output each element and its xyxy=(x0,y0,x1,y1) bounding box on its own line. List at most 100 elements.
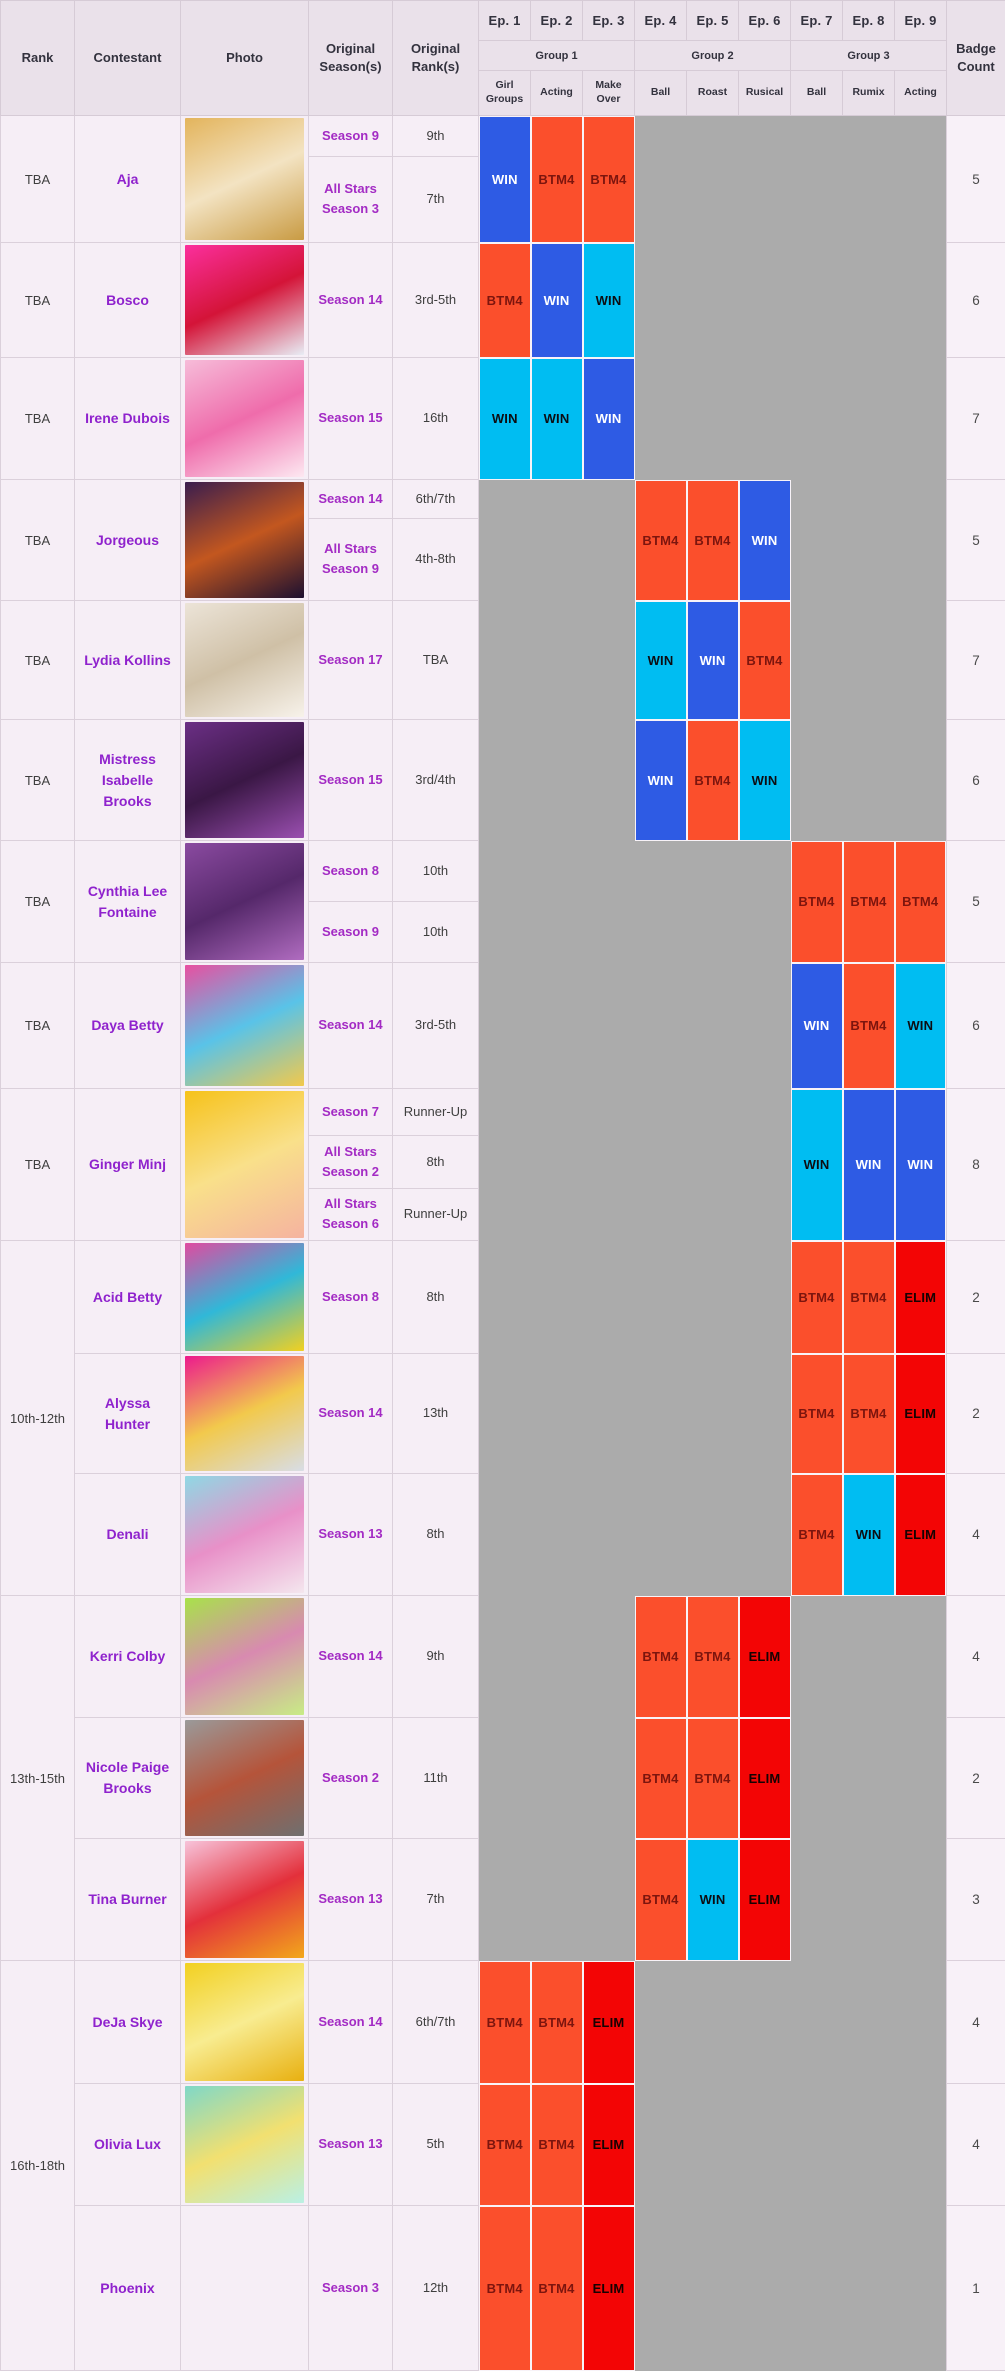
result-cell-empty xyxy=(791,243,843,358)
result-cell-empty xyxy=(791,1718,843,1839)
result-cell-empty xyxy=(583,720,635,841)
contestant-photo[interactable] xyxy=(185,118,304,240)
contestant-photo[interactable] xyxy=(185,1243,304,1351)
season-link[interactable]: Season 13 xyxy=(318,2134,382,2154)
result-cell-empty xyxy=(583,1474,635,1596)
contestant-photo[interactable] xyxy=(185,965,304,1086)
contestant-photo[interactable] xyxy=(185,1963,304,2081)
season-link[interactable]: Season 8 xyxy=(322,1287,379,1307)
result-cell-empty xyxy=(635,1354,687,1474)
contestant-link[interactable]: Mistress Isabelle Brooks xyxy=(75,749,180,812)
contestant-photo[interactable] xyxy=(185,1720,304,1836)
result-cell-ep1: BTM4 xyxy=(479,2084,531,2206)
contestant-link[interactable]: Acid Betty xyxy=(75,1287,180,1308)
photo-cell xyxy=(181,1241,309,1354)
original-seasons-cell: Season 15 xyxy=(309,358,393,480)
season-link[interactable]: Season 7 xyxy=(322,1102,379,1122)
result-cell-empty xyxy=(531,720,583,841)
result-cell-empty xyxy=(895,2206,947,2371)
result-cell-ep6: WIN xyxy=(739,720,791,841)
result-cell-empty xyxy=(479,1474,531,1596)
contestant-photo[interactable] xyxy=(185,2208,304,2368)
result-cell-empty xyxy=(583,1241,635,1354)
result-cell-ep4: BTM4 xyxy=(635,480,687,601)
contestant-link[interactable]: Jorgeous xyxy=(75,530,180,551)
contestant-link[interactable]: Irene Dubois xyxy=(75,408,180,429)
contestant-photo[interactable] xyxy=(185,245,304,355)
season-link[interactable]: Season 2 xyxy=(322,1768,379,1788)
result-cell-empty xyxy=(479,480,531,601)
contestant-link[interactable]: Alyssa Hunter xyxy=(75,1393,180,1435)
result-cell-ep3: ELIM xyxy=(583,2084,635,2206)
header-photo: Photo xyxy=(181,1,309,116)
season-link[interactable]: Season 15 xyxy=(318,770,382,790)
contestant-link[interactable]: Ginger Minj xyxy=(75,1154,180,1175)
contestant-photo[interactable] xyxy=(185,603,304,717)
original-rank-value: Runner-Up xyxy=(404,1205,468,1223)
season-link[interactable]: Season 8 xyxy=(322,861,379,881)
contestant-link[interactable]: Phoenix xyxy=(75,2278,180,2299)
result-cell-ep9: ELIM xyxy=(895,1241,947,1354)
contestant-link[interactable]: Aja xyxy=(75,169,180,190)
season-link[interactable]: Season 15 xyxy=(318,408,382,428)
season-link[interactable]: Season 14 xyxy=(318,1015,382,1035)
contestant-link[interactable]: Tina Burner xyxy=(75,1889,180,1910)
contestant-photo[interactable] xyxy=(185,1841,304,1958)
badge-count-cell: 6 xyxy=(947,963,1005,1089)
original-rank-value: 5th xyxy=(426,2135,444,2153)
original-seasons-cell: Season 17 xyxy=(309,601,393,720)
result-cell-empty xyxy=(843,1961,895,2084)
season-link[interactable]: Season 14 xyxy=(318,2012,382,2032)
photo-cell xyxy=(181,2206,309,2371)
contestant-link[interactable]: Olivia Lux xyxy=(75,2134,180,2155)
result-cell-empty xyxy=(583,1839,635,1961)
contestant-photo[interactable] xyxy=(185,2086,304,2203)
season-link[interactable]: Season 9 xyxy=(322,126,379,146)
result-cell-empty xyxy=(479,841,531,963)
contestant-photo[interactable] xyxy=(185,1091,304,1238)
season-link[interactable]: Season 9 xyxy=(322,922,379,942)
contestant-photo[interactable] xyxy=(185,1356,304,1471)
contestant-photo[interactable] xyxy=(185,843,304,960)
contestant-link[interactable]: DeJa Skye xyxy=(75,2012,180,2033)
result-cell-empty xyxy=(843,601,895,720)
season-link[interactable]: All Stars Season 3 xyxy=(312,179,389,219)
contestant-link[interactable]: Lydia Kollins xyxy=(75,650,180,671)
original-rank-value: 10th xyxy=(423,862,448,880)
photo-cell xyxy=(181,480,309,601)
result-cell-empty xyxy=(479,1596,531,1718)
season-link[interactable]: All Stars Season 2 xyxy=(312,1142,389,1182)
photo-cell xyxy=(181,2084,309,2206)
result-cell-ep2: BTM4 xyxy=(531,2206,583,2371)
contestant-link[interactable]: Denali xyxy=(75,1524,180,1545)
contestant-photo[interactable] xyxy=(185,482,304,598)
season-link[interactable]: Season 13 xyxy=(318,1524,382,1544)
season-link[interactable]: All Stars Season 9 xyxy=(312,539,389,579)
contestant-photo[interactable] xyxy=(185,360,304,477)
contestant-link[interactable]: Cynthia Lee Fontaine xyxy=(75,881,180,923)
season-link[interactable]: All Stars Season 6 xyxy=(312,1194,389,1234)
contestant-photo[interactable] xyxy=(185,1476,304,1593)
season-link[interactable]: Season 14 xyxy=(318,1646,382,1666)
season-link[interactable]: Season 3 xyxy=(322,2278,379,2298)
contestant-link[interactable]: Bosco xyxy=(75,290,180,311)
result-cell-empty xyxy=(531,1596,583,1718)
season-link[interactable]: Season 14 xyxy=(318,1403,382,1423)
original-seasons-cell: Season 14 xyxy=(309,1354,393,1474)
season-link[interactable]: Season 17 xyxy=(318,650,382,670)
season-link[interactable]: Season 14 xyxy=(318,290,382,310)
contestant-link[interactable]: Kerri Colby xyxy=(75,1646,180,1667)
contestant-link[interactable]: Nicole Paige Brooks xyxy=(75,1757,180,1799)
contestant-photo[interactable] xyxy=(185,1598,304,1715)
rank-cell: TBA xyxy=(1,601,75,720)
contestant-photo[interactable] xyxy=(185,722,304,838)
result-cell-ep6: BTM4 xyxy=(739,601,791,720)
season-link[interactable]: Season 14 xyxy=(318,489,382,509)
result-cell-ep6: ELIM xyxy=(739,1596,791,1718)
result-cell-ep5: WIN xyxy=(687,1839,739,1961)
season-link[interactable]: Season 13 xyxy=(318,1889,382,1909)
contestant-link[interactable]: Daya Betty xyxy=(75,1015,180,1036)
